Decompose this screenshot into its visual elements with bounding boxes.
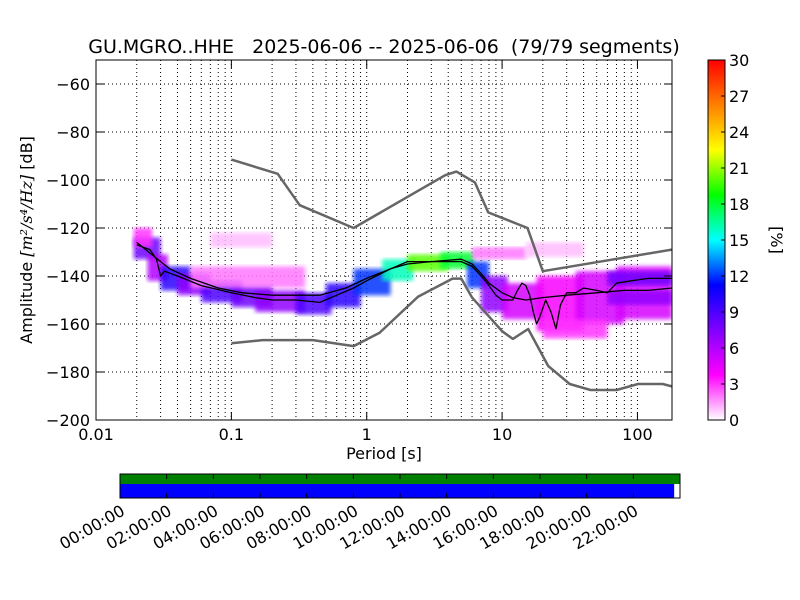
series-lines (136, 158, 672, 392)
y-tick-label: −200 (46, 411, 90, 430)
chart-title: GU.MGRO..HHE 2025-06-06 -- 2025-06-06 (7… (88, 36, 680, 58)
heatmap-cell (502, 283, 543, 320)
heatmap-cell (472, 247, 526, 260)
colorbar-tick-label: 15 (729, 231, 749, 250)
colorbar-tick-label: 21 (729, 159, 749, 178)
heatmap-cell (133, 228, 153, 248)
coverage-segments-bar (120, 484, 675, 498)
colorbar-ticks: 0 3 6 9 12 15 18 21 24 27 30 (721, 51, 749, 430)
colorbar-tick-label: 12 (729, 267, 749, 286)
heatmap-cell (525, 242, 584, 257)
series-nlnm-line (231, 277, 672, 392)
colorbar-tick-label: 3 (729, 375, 739, 394)
x-tick-label: 0.1 (219, 425, 244, 444)
colorbar-tick-label: 9 (729, 303, 739, 322)
colorbar-tick-label: 30 (729, 51, 749, 70)
series-mean-line (136, 241, 672, 301)
y-tick-label: −140 (46, 267, 90, 286)
coverage-plot: 00:00:0002:00:0004:00:0006:00:0008:00:00… (56, 473, 681, 553)
axis-ticks: 0.01 0.1 1 10 100 −60 −80 −100 −120 −140 −160 −180 −… (46, 60, 672, 444)
heatmap-cell (542, 319, 608, 339)
x-tick-label: 1 (362, 425, 372, 444)
heatmap-cell (190, 266, 306, 288)
y-tick-label: −120 (46, 219, 90, 238)
heatmap-cell (607, 290, 672, 305)
colorbar-label: [%] (767, 226, 786, 254)
series-mode-line (136, 244, 672, 330)
y-axis-label-suffix: [dB] (17, 136, 36, 175)
x-axis-label: Period [s] (346, 444, 422, 463)
y-tick-label: −80 (56, 123, 90, 142)
plot-frame (95, 59, 673, 421)
colorbar-tick-label: 27 (729, 87, 749, 106)
colorbar-tick-label: 0 (729, 411, 739, 430)
series-nhnm-line (231, 158, 672, 273)
y-tick-label: −60 (56, 75, 90, 94)
heatmap-cell (210, 232, 273, 248)
plot-area (96, 60, 672, 420)
heatmap-cell (407, 254, 449, 272)
colorbar-tick-label: 24 (729, 123, 749, 142)
y-tick-label: −100 (46, 171, 90, 190)
colorbar-tick-label: 6 (729, 339, 739, 358)
x-tick-label: 10 (492, 425, 512, 444)
y-axis-label-unit: [m²/s⁴/Hz] (17, 174, 36, 257)
heatmap-cell (295, 292, 332, 315)
x-tick-label: 0.01 (78, 425, 114, 444)
y-tick-label: −180 (46, 363, 90, 382)
colorbar-tick-label: 18 (729, 195, 749, 214)
y-axis-label: Amplitude [m²/s⁴/Hz] [dB] (17, 136, 36, 344)
x-tick-label: 100 (622, 425, 653, 444)
y-axis-label-prefix: Amplitude (17, 257, 36, 344)
y-tick-label: −160 (46, 315, 90, 334)
heatmap-cell (440, 252, 474, 269)
